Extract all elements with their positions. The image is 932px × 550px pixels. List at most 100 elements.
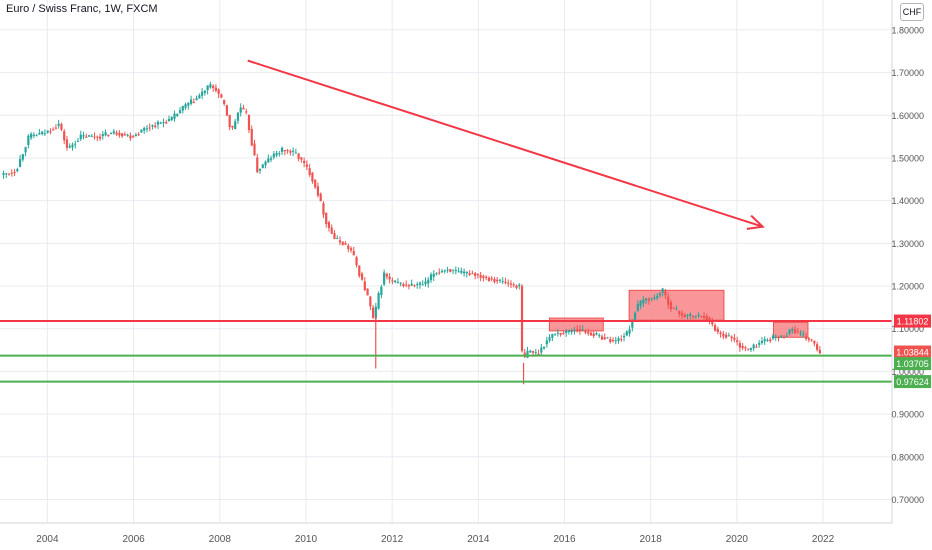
candle-body [816, 344, 819, 350]
candle-body [261, 164, 264, 168]
candle-body [647, 298, 650, 301]
candle-body [311, 172, 314, 182]
candle-body [369, 296, 372, 307]
candle-body [253, 143, 256, 156]
candlestick-series [2, 81, 821, 385]
candle-body [32, 134, 35, 137]
candle-body [123, 134, 126, 136]
candle-body [52, 129, 55, 131]
candle-body [672, 307, 675, 309]
candle-body [476, 274, 479, 276]
candle-body [804, 336, 808, 339]
candle-body [738, 343, 741, 348]
candle-body [195, 98, 198, 101]
price-badge-label: 1.03705 [896, 359, 929, 369]
candle-body [7, 173, 11, 175]
candle-body [201, 91, 204, 96]
candle-body [212, 85, 215, 88]
candle-body [209, 84, 212, 88]
candle-body [611, 340, 615, 342]
trend-arrow-shaft[interactable] [247, 59, 764, 228]
candle-body [347, 245, 350, 249]
candle-body [2, 173, 5, 176]
candle-body [446, 269, 449, 271]
candle-body [198, 95, 201, 99]
candle-body [46, 130, 49, 133]
candle-body [650, 298, 653, 300]
candle-body [341, 241, 344, 245]
downtrend-arrow [247, 59, 765, 230]
candle-body [432, 273, 435, 277]
candle-body [121, 133, 124, 137]
candle-body [418, 282, 422, 285]
candle-body [383, 272, 386, 285]
candle-body [327, 222, 331, 229]
candle-body [132, 136, 135, 138]
candle-body [96, 136, 99, 138]
candle-body [143, 127, 146, 131]
candle-body [716, 328, 719, 333]
candle-body [162, 122, 165, 124]
candle-body [614, 340, 617, 342]
candle-body [689, 313, 692, 316]
currency-badge[interactable]: CHF [900, 3, 924, 21]
candle-body [220, 94, 223, 98]
candle-body [799, 332, 802, 334]
candle-body [485, 276, 488, 278]
candle-body [267, 158, 270, 163]
candle-body [93, 136, 96, 138]
candle-body [454, 269, 457, 272]
candle-body [669, 302, 673, 310]
candle-body [460, 270, 463, 273]
candle-body [520, 286, 524, 352]
candle-body [733, 337, 736, 340]
candle-body [578, 329, 582, 332]
candle-body [700, 315, 703, 317]
candle-body [410, 283, 413, 286]
candle-body [30, 133, 33, 138]
candle-body [126, 134, 129, 136]
y-tick-label: 1.60000 [891, 111, 924, 121]
y-tick-label: 1.40000 [891, 196, 924, 206]
candle-body [85, 136, 88, 138]
candle-body [730, 336, 733, 339]
candle-body [796, 331, 799, 333]
candle-body [457, 271, 460, 273]
candle-body [352, 250, 355, 256]
candle-body [807, 338, 810, 340]
candle-body [722, 333, 725, 337]
candle-body [129, 135, 132, 139]
candle-body [559, 333, 562, 335]
time-axis[interactable]: 2004 2006 2008 2010 2012 2014 2016 2018 2020 2022 [36, 534, 834, 545]
candle-body [534, 352, 537, 354]
candle-body [576, 329, 579, 331]
candle-body [399, 282, 402, 284]
candle-body [661, 288, 664, 293]
candle-body [189, 99, 193, 104]
candle-body [101, 134, 104, 137]
price-axis[interactable]: 0.70000 0.80000 0.90000 1.00000 1.10000 1.200… [891, 25, 924, 505]
candle-body [741, 345, 744, 349]
candle-body [462, 271, 466, 274]
candle-body [592, 333, 595, 337]
candle-body [21, 154, 24, 160]
x-tick-label: 2018 [640, 534, 663, 545]
candle-body [443, 270, 446, 272]
candle-body [633, 312, 637, 320]
candle-body [269, 158, 273, 160]
candle-body [620, 339, 623, 341]
candle-body [385, 273, 388, 277]
candle-body [60, 123, 63, 130]
candle-body [766, 339, 769, 341]
candle-body [421, 284, 424, 286]
candle-body [573, 329, 576, 331]
candle-body [165, 122, 168, 124]
resistance-zone-box [548, 317, 604, 332]
candle-body [782, 337, 786, 339]
candle-body [13, 171, 16, 174]
candle-body [71, 144, 74, 148]
x-tick-label: 2004 [36, 534, 59, 545]
candle-body [27, 135, 30, 146]
candle-body [338, 240, 342, 243]
